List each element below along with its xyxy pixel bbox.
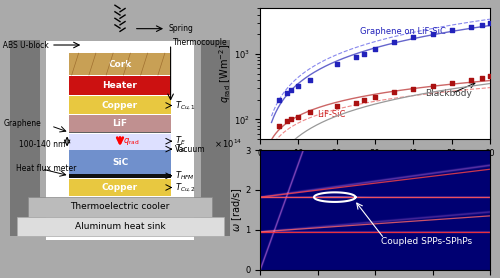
Point (410, 35, 418, 39)
Point (390, 40, 398, 45)
Bar (70, 53, 170, 75)
Point (286, 88, 294, 92)
Text: Copper: Copper (102, 101, 138, 110)
Text: Graphene on LiF-SiC: Graphene on LiF-SiC (360, 27, 446, 36)
Point (286, 117, 294, 121)
Point (478, 23, 486, 27)
Text: Coupled SPPs-SPhPs: Coupled SPPs-SPhPs (381, 237, 472, 246)
Bar (70, 150, 170, 174)
Point (390, 90, 398, 95)
Point (360, 52, 368, 56)
Bar (70, 174, 170, 178)
Text: ← ABS U-block: ← ABS U-block (0, 41, 48, 49)
Point (428, 84, 436, 89)
Bar (46, 41, 194, 240)
Bar (70, 132, 170, 133)
Point (306, 110, 314, 114)
Text: Thermoelectric cooler: Thermoelectric cooler (70, 202, 170, 211)
Text: Aluminum heat sink: Aluminum heat sink (74, 222, 166, 231)
Text: $T_E$: $T_E$ (175, 135, 186, 147)
Point (294, 115, 302, 119)
Bar (10, 39, 40, 236)
Text: Spring: Spring (168, 24, 193, 33)
Point (371, 47, 379, 51)
Point (467, 78, 475, 82)
Point (352, 100, 360, 105)
Text: Thermocouple: Thermocouple (173, 38, 228, 47)
Text: Vacuum: Vacuum (175, 145, 206, 154)
Text: LiF: LiF (112, 119, 128, 128)
X-axis label: $T_E - T_R$ [K]: $T_E - T_R$ [K] (349, 163, 401, 177)
Text: $T_R$: $T_R$ (175, 143, 186, 155)
Text: LiF-SiC: LiF-SiC (318, 110, 346, 119)
Text: $T_{Cu,1}$: $T_{Cu,1}$ (175, 99, 197, 112)
Point (448, 28, 456, 33)
Bar (28, 197, 212, 217)
Y-axis label: $q_\mathrm{rad}$ [Wm$^{-2}$]: $q_\mathrm{rad}$ [Wm$^{-2}$] (217, 44, 233, 103)
Point (352, 55, 360, 59)
Bar (70, 96, 170, 115)
Point (467, 25, 475, 29)
Point (275, 98, 283, 102)
Bar (70, 76, 170, 95)
Text: 100-140 nm: 100-140 nm (19, 140, 65, 149)
Point (332, 104, 340, 108)
Point (332, 62, 340, 66)
Point (428, 32, 436, 37)
Text: Blackbody: Blackbody (425, 89, 472, 98)
Text: $T_{Cu,2}$: $T_{Cu,2}$ (175, 181, 197, 194)
Point (478, 76, 486, 80)
Point (294, 84, 302, 89)
Point (360, 98, 368, 102)
Bar (70, 178, 170, 196)
Text: $T_{HFM}$: $T_{HFM}$ (175, 170, 195, 182)
Text: Copper: Copper (102, 183, 138, 192)
Point (283, 91, 291, 96)
Text: Graphene: Graphene (4, 119, 42, 128)
Point (486, 74, 494, 78)
Point (306, 78, 314, 82)
Bar (70, 115, 170, 132)
Text: SiC: SiC (112, 158, 128, 167)
Bar (70, 133, 170, 150)
Text: Cork: Cork (108, 59, 132, 69)
Y-axis label: $\omega$ [rad/s]: $\omega$ [rad/s] (230, 188, 243, 232)
Point (371, 95, 379, 99)
Text: Heat flux meter: Heat flux meter (16, 165, 77, 173)
Text: $\times\,10^{14}$: $\times\,10^{14}$ (214, 137, 242, 150)
Text: $q_\mathrm{rad}$: $q_\mathrm{rad}$ (124, 136, 140, 147)
Text: Heater: Heater (102, 81, 138, 90)
Point (486, 21, 494, 25)
Point (448, 81, 456, 85)
Bar (16, 217, 224, 236)
Point (275, 123, 283, 128)
Bar (200, 39, 230, 236)
Point (410, 87, 418, 91)
Point (283, 118, 291, 123)
